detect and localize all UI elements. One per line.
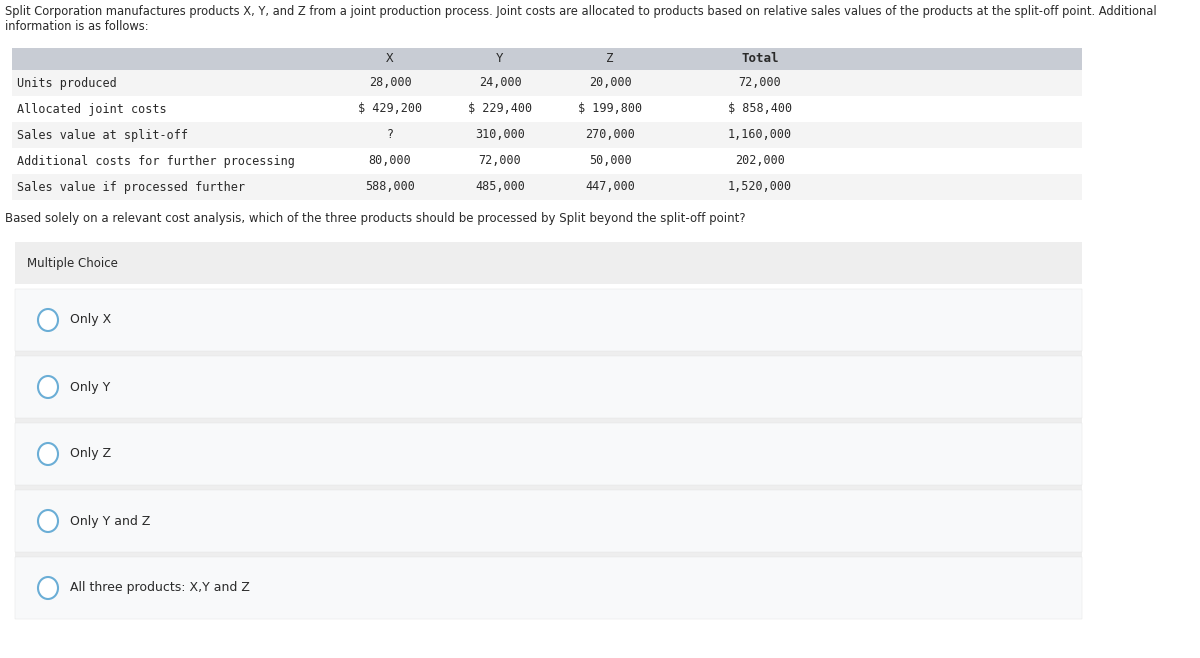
- Ellipse shape: [38, 510, 58, 532]
- Ellipse shape: [38, 376, 58, 398]
- FancyBboxPatch shape: [12, 96, 1082, 122]
- Text: Multiple Choice: Multiple Choice: [28, 257, 118, 270]
- Text: ?: ?: [386, 128, 394, 141]
- Text: Based solely on a relevant cost analysis, which of the three products should be : Based solely on a relevant cost analysis…: [5, 212, 745, 225]
- FancyBboxPatch shape: [12, 48, 1082, 70]
- Text: Split Corporation manufactures products X, Y, and Z from a joint production proc: Split Corporation manufactures products …: [5, 5, 1157, 18]
- Text: Only Y and Z: Only Y and Z: [70, 515, 150, 528]
- Text: 202,000: 202,000: [736, 155, 785, 168]
- Text: Sales value at split-off: Sales value at split-off: [17, 128, 188, 141]
- FancyBboxPatch shape: [12, 70, 1082, 96]
- Text: 1,520,000: 1,520,000: [728, 180, 792, 193]
- Text: $ 858,400: $ 858,400: [728, 103, 792, 116]
- FancyBboxPatch shape: [14, 356, 1082, 418]
- FancyBboxPatch shape: [14, 418, 1082, 423]
- Text: Additional costs for further processing: Additional costs for further processing: [17, 155, 295, 168]
- FancyBboxPatch shape: [12, 148, 1082, 174]
- Text: 72,000: 72,000: [739, 76, 781, 89]
- Text: 24,000: 24,000: [479, 76, 521, 89]
- Ellipse shape: [38, 577, 58, 599]
- Text: 20,000: 20,000: [589, 76, 631, 89]
- Text: 28,000: 28,000: [368, 76, 412, 89]
- Text: Total: Total: [742, 53, 779, 66]
- Text: 310,000: 310,000: [475, 128, 524, 141]
- Text: Only X: Only X: [70, 313, 112, 326]
- Text: Only Z: Only Z: [70, 447, 112, 461]
- Ellipse shape: [38, 309, 58, 331]
- FancyBboxPatch shape: [14, 242, 1082, 284]
- FancyBboxPatch shape: [14, 289, 1082, 351]
- FancyBboxPatch shape: [14, 423, 1082, 485]
- Text: 447,000: 447,000: [586, 180, 635, 193]
- FancyBboxPatch shape: [14, 557, 1082, 619]
- FancyBboxPatch shape: [14, 552, 1082, 557]
- Text: X: X: [386, 53, 394, 66]
- Text: 80,000: 80,000: [368, 155, 412, 168]
- Text: 72,000: 72,000: [479, 155, 521, 168]
- Text: 588,000: 588,000: [365, 180, 415, 193]
- Text: $ 199,800: $ 199,800: [578, 103, 642, 116]
- Text: Z: Z: [606, 53, 613, 66]
- Text: Sales value if processed further: Sales value if processed further: [17, 180, 245, 193]
- Text: 1,160,000: 1,160,000: [728, 128, 792, 141]
- Text: All three products: X,Y and Z: All three products: X,Y and Z: [70, 582, 250, 594]
- FancyBboxPatch shape: [12, 122, 1082, 148]
- Text: Y: Y: [497, 53, 504, 66]
- Text: 50,000: 50,000: [589, 155, 631, 168]
- Text: information is as follows:: information is as follows:: [5, 20, 149, 33]
- Text: Units produced: Units produced: [17, 76, 116, 89]
- FancyBboxPatch shape: [14, 485, 1082, 490]
- FancyBboxPatch shape: [14, 351, 1082, 356]
- Text: $ 229,400: $ 229,400: [468, 103, 532, 116]
- FancyBboxPatch shape: [12, 174, 1082, 200]
- Text: $ 429,200: $ 429,200: [358, 103, 422, 116]
- Text: 270,000: 270,000: [586, 128, 635, 141]
- Text: Only Y: Only Y: [70, 380, 110, 393]
- Text: 485,000: 485,000: [475, 180, 524, 193]
- Text: Allocated joint costs: Allocated joint costs: [17, 103, 167, 116]
- FancyBboxPatch shape: [14, 490, 1082, 552]
- Ellipse shape: [38, 443, 58, 465]
